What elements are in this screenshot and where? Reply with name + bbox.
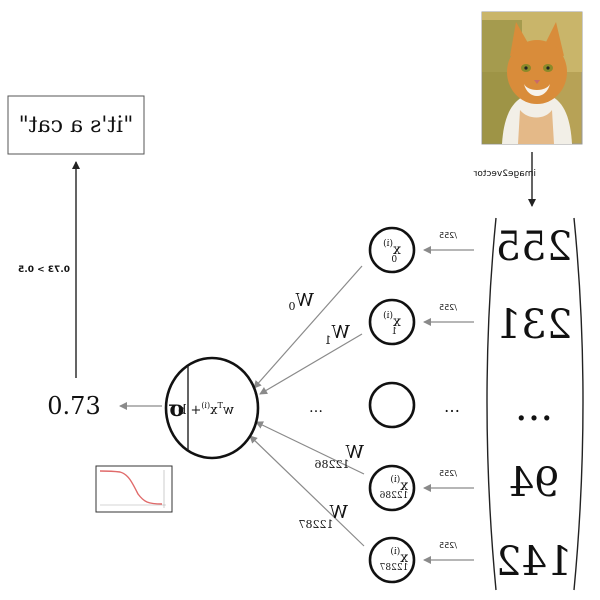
weight-label-0: W0 [288,290,314,313]
output-box-text: "it's a cat" [19,113,134,138]
neuron-formula: wTx(i)+ b [178,401,234,418]
input-node-2: x(i) 12286 [368,464,416,512]
weight-label-1: W1 [324,322,350,347]
input-node-3: x(i) 12287 [368,536,416,584]
neuron: wTx(i)+ b σ [164,356,260,460]
svg-text:x(i)12286: x(i) 12286 [379,474,408,501]
vector-right-bracket [486,217,497,591]
scale-label-1: /255 [439,303,457,312]
svg-text:x(i)1: x(i) 1 [383,310,401,337]
input-node-0: x(i) 0 [368,226,416,274]
scale-label-3: /255 [439,541,457,550]
image2vector-label: image2vector [473,169,536,179]
weight-arrow-2 [255,421,365,475]
sigmoid-plot-thumbnail [95,465,173,513]
middle-ellipsis-left: … [309,400,323,416]
vector-left-bracket [573,217,584,591]
vector-value-2: ... [515,384,553,430]
vector-value-1: 231 [496,302,572,348]
cat-photo [481,11,583,145]
mirrored-content: image2vector 255 231 ... 94 142 /255 /25… [7,11,584,591]
weight-label-3: W 12287 [298,502,348,531]
sigma-symbol: σ [168,396,184,422]
output-value: 0.73 [47,392,100,420]
middle-ellipsis-right: … [444,397,460,416]
weight-arrow-0 [253,265,363,389]
weight-arrow-1 [259,333,363,395]
vector-value-0: 255 [496,224,572,270]
input-node-ellipsis [368,381,416,429]
vector-value-3: 94 [509,460,560,506]
weight-label-2: W 12286 [314,442,364,471]
scale-label-2: /255 [439,469,457,478]
output-box [7,95,145,155]
svg-text:x(i)0: x(i) 0 [383,238,401,265]
threshold-label: 0.73 > 0.5 [18,265,70,275]
svg-text:x(i)12287: x(i) 12287 [379,546,408,573]
input-node-1: x(i) 1 [368,298,416,346]
weight-arrow-3 [249,435,365,547]
scale-label-0: /255 [439,231,457,240]
vector-value-4: 142 [496,539,572,585]
